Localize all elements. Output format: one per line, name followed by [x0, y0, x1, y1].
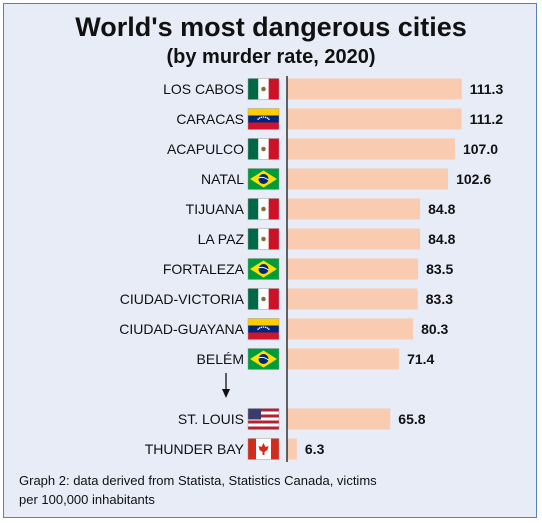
- value-label: 83.3: [426, 291, 453, 307]
- category-label: LA PAZ: [198, 231, 245, 247]
- value-label: 111.3: [470, 81, 504, 97]
- flag-brazil-icon: [247, 258, 280, 280]
- bar-st-louis: [287, 408, 391, 430]
- value-label: 107.0: [463, 141, 498, 157]
- bar-thunder-bay: [287, 438, 297, 460]
- flag-venezuela-icon: [247, 318, 280, 340]
- bar-caracas: [287, 108, 462, 130]
- value-label: 102.6: [456, 171, 491, 187]
- bar-los-cabos: [287, 78, 462, 100]
- category-label: CIUDAD-VICTORIA: [120, 291, 245, 307]
- bar-bel-m: [287, 348, 400, 370]
- chart-title: World's most dangerous cities: [75, 12, 467, 42]
- bar-chart: LOS CABOS 111.3 CARACAS 111.2 ACAPULCO 107.0 N…: [119, 76, 504, 462]
- flag-mexico-icon: [247, 198, 280, 220]
- category-label: ACAPULCO: [167, 141, 244, 157]
- value-label: 6.3: [305, 441, 325, 457]
- category-label: ST. LOUIS: [178, 411, 244, 427]
- category-label: BELÉM: [197, 351, 244, 367]
- source-note-line-1: Graph 2: data derived from Statista, Sta…: [19, 473, 377, 488]
- flag-mexico-icon: [247, 78, 280, 100]
- category-label: NATAL: [201, 171, 244, 187]
- category-label: LOS CABOS: [163, 81, 244, 97]
- bar-ciudad-guayana: [287, 318, 414, 340]
- flag-brazil-icon: [247, 348, 280, 370]
- flag-mexico-icon: [247, 228, 280, 250]
- chart-subtitle: (by murder rate, 2020): [166, 46, 376, 68]
- category-label: TIJUANA: [186, 201, 245, 217]
- category-label: CIUDAD-GUAYANA: [119, 321, 244, 337]
- flag-canada-icon: [247, 438, 280, 460]
- bar-acapulco: [287, 138, 455, 160]
- flag-mexico-icon: [247, 288, 280, 310]
- value-label: 65.8: [398, 411, 425, 427]
- flag-brazil-icon: [247, 168, 280, 190]
- category-label: CARACAS: [176, 111, 244, 127]
- bar-fortaleza: [287, 258, 419, 280]
- value-label: 84.8: [428, 231, 455, 247]
- source-note-line-2: per 100,000 inhabitants: [19, 492, 155, 507]
- value-label: 111.2: [470, 111, 504, 127]
- bar-la-paz: [287, 228, 421, 250]
- bar-natal: [287, 168, 449, 190]
- value-label: 83.5: [426, 261, 453, 277]
- value-label: 80.3: [421, 321, 448, 337]
- value-label: 84.8: [428, 201, 455, 217]
- gap-down-arrow-icon: [222, 373, 230, 398]
- flag-usa-icon: [247, 408, 280, 430]
- bar-tijuana: [287, 198, 421, 220]
- flag-venezuela-icon: [247, 108, 280, 130]
- category-label: FORTALEZA: [163, 261, 245, 277]
- bar-ciudad-victoria: [287, 288, 418, 310]
- value-label: 71.4: [407, 351, 434, 367]
- flag-mexico-icon: [247, 138, 280, 160]
- category-label: THUNDER BAY: [145, 441, 245, 457]
